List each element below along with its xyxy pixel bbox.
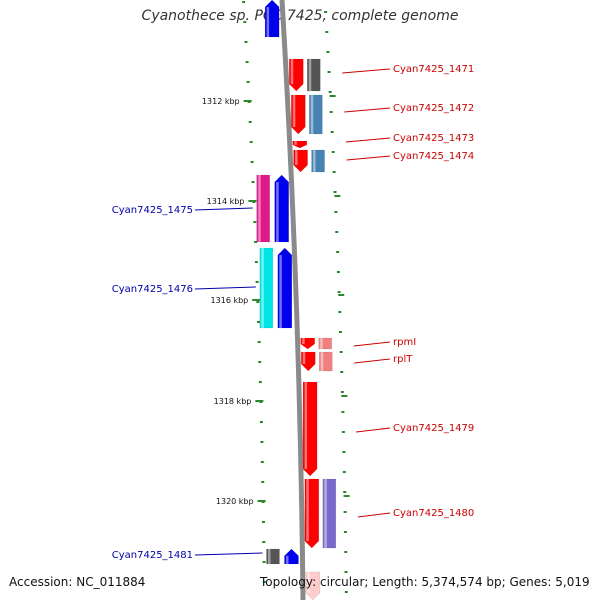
gene-label[interactable]: Cyan7425_1479 [393, 423, 474, 434]
gene-rplt[interactable] [300, 351, 316, 372]
gene-cyan7425_1481[interactable] [284, 548, 299, 565]
genome-backbone [279, 0, 306, 600]
gene-block[interactable] [305, 571, 321, 600]
homolog-block[interactable] [266, 548, 280, 565]
gene-highlight [285, 555, 289, 564]
label-leader [194, 286, 256, 290]
gene-label[interactable]: Cyan7425_1475 [112, 205, 193, 216]
homolog-block[interactable] [311, 149, 325, 173]
gene-highlight [302, 352, 306, 364]
gene-highlight [290, 59, 294, 84]
gene-label[interactable]: rpmI [393, 337, 416, 348]
gene-label[interactable]: rplT [393, 354, 413, 365]
gene-label[interactable]: Cyan7425_1480 [393, 508, 474, 519]
gene-cyan7425_1473[interactable] [292, 140, 308, 149]
gene-label[interactable]: Cyan7425_1473 [393, 133, 474, 144]
gene-highlight [302, 338, 305, 345]
homolog-block[interactable] [322, 478, 337, 549]
feature-labels: Cyan7425_1471 Cyan7425_1472 Cyan7425_1473 C… [112, 64, 475, 561]
gene-highlight [313, 150, 316, 172]
gene-highlight [306, 479, 309, 541]
gene-highlight [261, 248, 264, 328]
gene-highlight [266, 7, 270, 37]
gene-highlight [304, 382, 308, 469]
position-label: 1312 kbp [202, 97, 240, 106]
homolog-block[interactable] [309, 94, 323, 135]
label-leader [356, 427, 391, 433]
homolog-block[interactable] [318, 337, 332, 350]
gene-label[interactable]: Cyan7425_1474 [393, 151, 474, 162]
gene-highlight [279, 255, 282, 328]
gene-highlight [267, 549, 271, 564]
gene-highlight [324, 479, 327, 548]
gene-label[interactable]: Cyan7425_1471 [393, 64, 474, 75]
gene-label[interactable]: Cyan7425_1481 [112, 550, 193, 561]
homolog-block[interactable] [259, 247, 274, 329]
gene-label[interactable]: Cyan7425_1476 [112, 284, 193, 295]
gene-rpmi[interactable] [300, 337, 315, 350]
position-label: 1314 kbp [207, 197, 245, 206]
gene-highlight [258, 175, 261, 242]
position-label: 1320 kbp [216, 497, 254, 506]
gene-highlight [292, 95, 296, 127]
homolog-block[interactable] [307, 58, 321, 92]
gene-highlight [294, 141, 297, 145]
features [256, 0, 337, 600]
gene-cyan7425_1475[interactable] [274, 174, 289, 243]
position-labels: 1312 kbp 1314 kbp 1316 kbp 1318 kbp 1320 kbp [202, 95, 350, 506]
gene-block[interactable] [264, 0, 280, 38]
label-leader [357, 512, 391, 518]
label-leader [194, 207, 253, 211]
gene-cyan7425_1480[interactable] [304, 478, 320, 549]
gene-cyan7425_1474[interactable] [293, 149, 308, 173]
label-leader [345, 137, 391, 143]
gene-highlight [310, 95, 314, 134]
gene-cyan7425_1476[interactable] [277, 247, 293, 329]
label-leader [344, 107, 391, 113]
gene-highlight [295, 150, 298, 165]
gene-highlight [276, 182, 279, 242]
topology-text: Topology: circular; Length: 5,374,574 bp… [260, 575, 590, 589]
gene-highlight [308, 59, 312, 91]
homolog-block[interactable] [318, 351, 333, 372]
map-title: Cyanothece sp. PCC 7425, complete genome [141, 8, 459, 24]
homolog-block[interactable] [256, 174, 270, 243]
label-leader [353, 341, 391, 347]
label-leader [346, 155, 391, 161]
gene-cyan7425_1479[interactable] [302, 381, 318, 477]
gene-highlight [307, 572, 310, 593]
gene-cyan7425_1471[interactable] [289, 58, 304, 92]
label-leader [354, 358, 391, 364]
label-leader [342, 68, 391, 74]
gene-highlight [320, 338, 323, 349]
position-label: 1316 kbp [211, 296, 249, 305]
position-label: 1318 kbp [214, 397, 252, 406]
gene-highlight [320, 352, 324, 371]
accession-text: Accession: NC_011884 [9, 575, 146, 589]
gene-label[interactable]: Cyan7425_1472 [393, 103, 474, 114]
gene-cyan7425_1472[interactable] [291, 94, 306, 135]
label-leader [194, 552, 263, 556]
